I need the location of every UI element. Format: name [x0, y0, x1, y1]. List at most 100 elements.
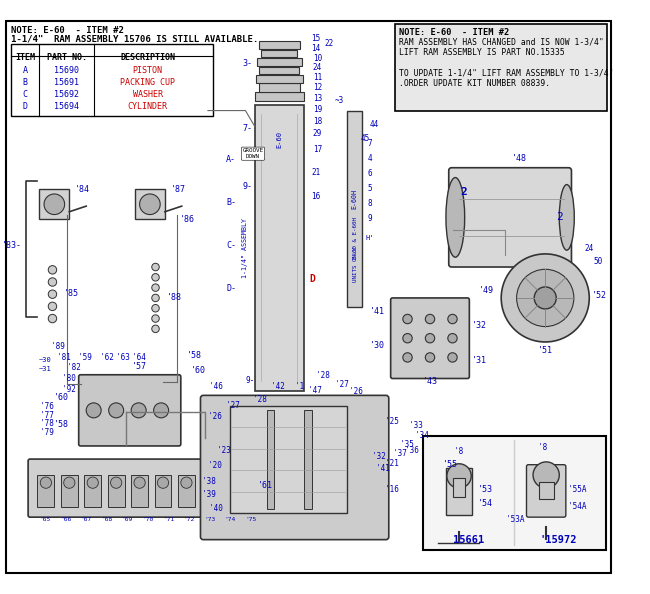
- Text: '26: '26: [207, 412, 222, 421]
- Circle shape: [111, 477, 122, 488]
- Circle shape: [48, 278, 57, 286]
- Text: CYLINDER: CYLINDER: [127, 102, 168, 111]
- Text: '41: '41: [376, 465, 390, 473]
- Text: A: A: [23, 65, 28, 75]
- Text: '33: '33: [409, 421, 423, 430]
- Text: '65: '65: [40, 517, 51, 522]
- Text: 3-: 3-: [242, 59, 252, 68]
- Text: '81: '81: [57, 353, 71, 362]
- Bar: [155, 475, 172, 507]
- Text: 45: 45: [361, 134, 370, 143]
- Text: 16: 16: [311, 192, 320, 201]
- Text: 11: 11: [313, 72, 322, 81]
- Bar: [11, 44, 213, 116]
- Bar: [255, 105, 304, 391]
- Bar: [261, 50, 297, 57]
- Text: 9: 9: [367, 214, 372, 223]
- Bar: [202, 475, 218, 507]
- Circle shape: [40, 477, 51, 488]
- FancyBboxPatch shape: [448, 168, 571, 267]
- Text: '26: '26: [348, 387, 363, 396]
- Text: '82: '82: [66, 363, 81, 372]
- Circle shape: [425, 353, 435, 362]
- Bar: [304, 410, 312, 508]
- Circle shape: [48, 266, 57, 274]
- Circle shape: [425, 334, 435, 343]
- Text: B: B: [23, 78, 28, 87]
- Text: '71: '71: [163, 517, 174, 522]
- Text: 7: 7: [367, 139, 372, 148]
- Text: 1-1/4"  RAM ASSEMBLY 15706 IS STILL AVAILABLE.: 1-1/4" RAM ASSEMBLY 15706 IS STILL AVAIL…: [11, 34, 259, 44]
- Text: '52: '52: [592, 291, 607, 300]
- Bar: [131, 475, 148, 507]
- Text: '75: '75: [246, 517, 257, 522]
- Text: 9-: 9-: [246, 376, 255, 385]
- Text: 7-: 7-: [242, 124, 252, 133]
- Circle shape: [153, 403, 168, 418]
- Bar: [61, 475, 78, 507]
- Circle shape: [86, 403, 101, 418]
- Text: '16: '16: [385, 485, 398, 494]
- Text: '1: '1: [294, 382, 304, 391]
- Text: '15972: '15972: [540, 535, 577, 545]
- Circle shape: [151, 325, 159, 333]
- Text: 15692: 15692: [54, 90, 79, 99]
- Circle shape: [403, 334, 412, 343]
- Text: 24: 24: [313, 64, 322, 72]
- Circle shape: [131, 403, 146, 418]
- Text: '55: '55: [443, 460, 458, 469]
- Text: C: C: [23, 90, 28, 99]
- Text: .ORDER UPDATE KIT NUMBER 08839.: .ORDER UPDATE KIT NUMBER 08839.: [399, 79, 550, 88]
- Text: E-60: E-60: [276, 131, 282, 148]
- Text: 14: 14: [311, 43, 320, 53]
- Bar: [446, 469, 472, 515]
- Text: '28: '28: [316, 371, 330, 380]
- Text: D: D: [309, 274, 315, 284]
- Text: 18: 18: [313, 116, 322, 126]
- Circle shape: [447, 464, 471, 488]
- Text: 15694: 15694: [54, 102, 79, 111]
- Text: C-: C-: [226, 241, 236, 250]
- Circle shape: [425, 314, 435, 324]
- Text: '37: '37: [393, 449, 407, 458]
- Text: '46: '46: [209, 382, 224, 391]
- Ellipse shape: [446, 178, 465, 257]
- Text: '83-: '83-: [1, 241, 21, 250]
- Circle shape: [448, 353, 457, 362]
- Text: '47: '47: [308, 386, 322, 394]
- Bar: [178, 475, 195, 507]
- Bar: [255, 92, 304, 101]
- Text: '86: '86: [180, 215, 195, 224]
- Text: 24: 24: [584, 244, 594, 253]
- Circle shape: [204, 477, 215, 488]
- Bar: [40, 189, 70, 219]
- Text: '59: '59: [78, 353, 92, 362]
- Text: '28: '28: [253, 395, 266, 404]
- Text: '76: '76: [40, 402, 55, 412]
- Text: '70: '70: [142, 517, 153, 522]
- FancyBboxPatch shape: [200, 396, 389, 539]
- Text: '25: '25: [385, 418, 398, 426]
- Text: '20: '20: [207, 462, 222, 470]
- Bar: [135, 189, 165, 219]
- Circle shape: [448, 314, 457, 324]
- Text: '88: '88: [167, 293, 182, 302]
- Bar: [422, 435, 606, 550]
- Text: '58: '58: [187, 351, 202, 360]
- Text: '23: '23: [217, 446, 231, 454]
- Text: '68: '68: [101, 517, 112, 522]
- Text: '48: '48: [512, 154, 527, 163]
- Text: '85: '85: [64, 289, 79, 298]
- Bar: [259, 67, 299, 74]
- Text: '61: '61: [257, 481, 272, 490]
- Circle shape: [151, 284, 159, 292]
- Text: 15690: 15690: [54, 65, 79, 75]
- Circle shape: [151, 274, 159, 281]
- Text: A-: A-: [226, 155, 236, 164]
- Text: 29: 29: [313, 129, 322, 138]
- Text: '49: '49: [478, 286, 494, 295]
- Text: PISTON: PISTON: [133, 65, 162, 75]
- Text: '73: '73: [204, 517, 216, 522]
- Bar: [108, 475, 125, 507]
- Bar: [225, 475, 242, 507]
